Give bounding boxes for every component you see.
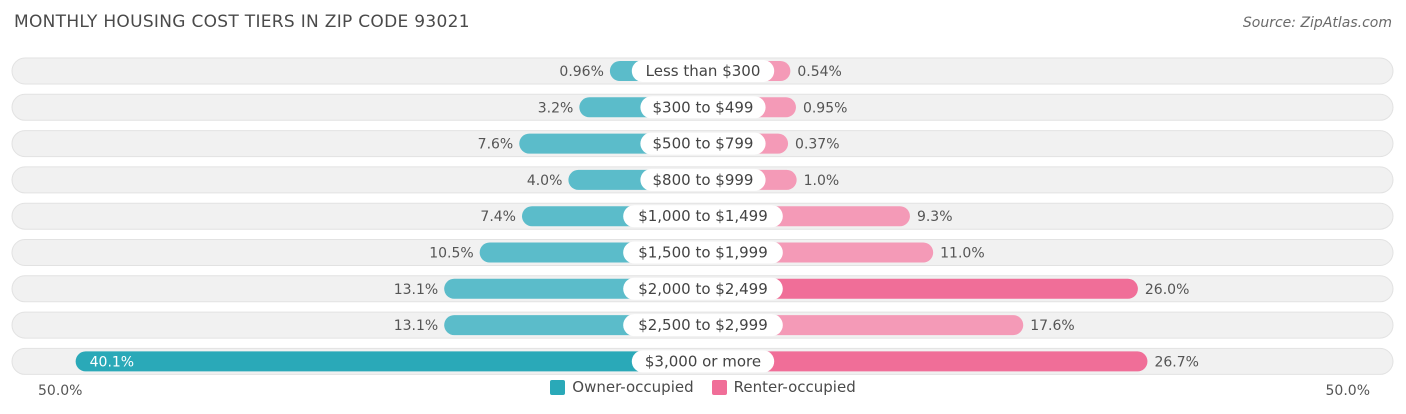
- axis-left-label: 50.0%: [38, 383, 82, 399]
- value-label-owner: 0.96%: [559, 64, 603, 80]
- category-label: $1,500 to $1,999: [638, 244, 768, 262]
- category-label: $3,000 or more: [645, 352, 761, 370]
- value-label-owner: 3.2%: [538, 100, 574, 116]
- category-label: $2,000 to $2,499: [638, 280, 768, 298]
- value-label-renter: 0.37%: [795, 137, 839, 153]
- category-label: Less than $300: [646, 62, 761, 80]
- value-label-owner: 4.0%: [527, 173, 563, 189]
- category-pill: [640, 168, 766, 191]
- category-pill: [623, 277, 783, 300]
- value-label-renter: 0.54%: [797, 64, 841, 80]
- value-label-owner: 7.6%: [478, 137, 514, 153]
- legend: Owner-occupied Renter-occupied: [0, 378, 1406, 396]
- value-label-owner: 10.5%: [429, 246, 473, 262]
- legend-swatch-owner: [550, 379, 566, 395]
- bar-renter-occupied: [703, 278, 1138, 299]
- value-label-owner: 7.4%: [480, 209, 516, 225]
- value-label-renter: 26.0%: [1145, 282, 1189, 298]
- bar-renter-occupied: [703, 351, 1148, 372]
- value-label-owner: 13.1%: [394, 318, 438, 334]
- category-label: $2,500 to $2,999: [638, 316, 768, 334]
- bar-renter-occupied: [703, 315, 1024, 336]
- value-label-renter: 1.0%: [804, 173, 840, 189]
- legend-swatch-renter: [711, 379, 727, 395]
- value-label-renter: 9.3%: [917, 209, 953, 225]
- legend-item-owner[interactable]: Owner-occupied: [550, 378, 694, 396]
- value-label-renter: 11.0%: [940, 246, 984, 262]
- category-pill: [631, 60, 775, 82]
- chart-title: MONTHLY HOUSING COST TIERS IN ZIP CODE 9…: [14, 12, 470, 32]
- category-pill: [623, 205, 783, 228]
- value-label-owner: 13.1%: [394, 282, 438, 298]
- category-pill: [623, 241, 783, 264]
- category-label: $500 to $799: [653, 135, 754, 153]
- legend-item-renter[interactable]: Renter-occupied: [711, 378, 856, 396]
- value-label-renter: 17.6%: [1030, 318, 1074, 334]
- chart-source: Source: ZipAtlas.com: [1242, 15, 1392, 31]
- value-label-renter: 0.95%: [803, 100, 847, 116]
- category-pill: [623, 314, 783, 337]
- category-pill: [631, 350, 775, 373]
- bar-owner-occupied: [75, 351, 703, 372]
- category-pill: [640, 96, 766, 119]
- value-label-owner: 40.1%: [90, 354, 134, 370]
- value-label-renter: 26.7%: [1154, 354, 1198, 370]
- category-pill: [640, 132, 766, 155]
- category-label: $800 to $999: [653, 171, 754, 189]
- legend-label-owner: Owner-occupied: [572, 378, 694, 396]
- legend-label-renter: Renter-occupied: [733, 378, 856, 396]
- category-label: $300 to $499: [653, 98, 754, 116]
- axis-right-label: 50.0%: [1326, 383, 1370, 399]
- category-label: $1,000 to $1,499: [638, 207, 768, 225]
